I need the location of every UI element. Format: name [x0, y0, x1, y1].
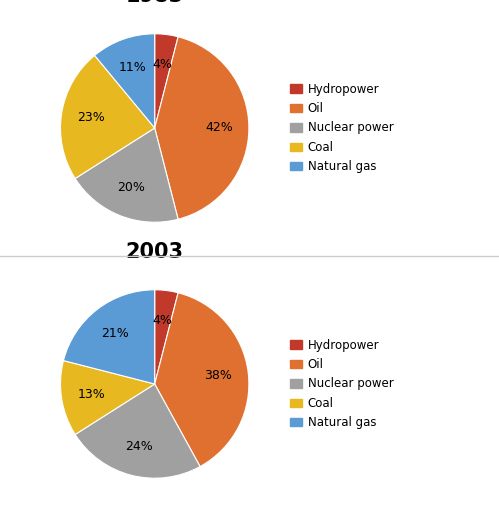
- Text: 20%: 20%: [117, 181, 145, 194]
- Text: 24%: 24%: [125, 439, 153, 453]
- Text: 4%: 4%: [153, 314, 173, 327]
- Wedge shape: [95, 34, 155, 128]
- Text: 23%: 23%: [77, 112, 105, 124]
- Title: 1983: 1983: [126, 0, 184, 6]
- Legend: Hydropower, Oil, Nuclear power, Coal, Natural gas: Hydropower, Oil, Nuclear power, Coal, Na…: [290, 82, 394, 174]
- Text: 42%: 42%: [205, 121, 233, 135]
- Legend: Hydropower, Oil, Nuclear power, Coal, Natural gas: Hydropower, Oil, Nuclear power, Coal, Na…: [290, 338, 394, 430]
- Text: 13%: 13%: [77, 388, 105, 400]
- Wedge shape: [155, 290, 178, 384]
- Wedge shape: [60, 360, 155, 435]
- Text: 11%: 11%: [119, 61, 147, 74]
- Wedge shape: [60, 55, 155, 179]
- Wedge shape: [75, 128, 178, 222]
- Wedge shape: [63, 290, 155, 384]
- Text: 21%: 21%: [102, 327, 129, 340]
- Wedge shape: [155, 293, 249, 466]
- Wedge shape: [155, 37, 249, 219]
- Wedge shape: [75, 384, 200, 478]
- Title: 2003: 2003: [126, 242, 184, 262]
- Text: 4%: 4%: [153, 58, 173, 71]
- Wedge shape: [155, 34, 178, 128]
- Text: 38%: 38%: [204, 370, 232, 382]
